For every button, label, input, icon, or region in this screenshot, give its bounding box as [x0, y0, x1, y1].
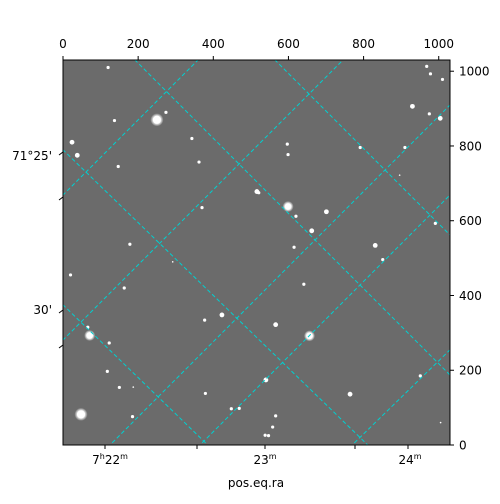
star [323, 209, 329, 215]
ra-tick-label: 24m [398, 452, 421, 467]
right-tick-label: 400 [459, 289, 482, 303]
star [107, 341, 111, 345]
star [440, 77, 445, 82]
x-axis-label: pos.eq.ra [228, 476, 284, 490]
top-tick-label: 400 [202, 37, 225, 51]
star [358, 145, 362, 150]
star [403, 145, 407, 150]
ra-tick-label: 23m [253, 452, 276, 467]
dec-tick-label: 30' [33, 303, 52, 317]
grid-line [199, 194, 450, 445]
star [130, 414, 135, 419]
star [68, 273, 73, 277]
star [171, 261, 174, 263]
grid-line [63, 60, 199, 196]
star [105, 369, 109, 373]
star [203, 391, 208, 396]
star [425, 64, 429, 68]
top-tick-label: 800 [352, 37, 375, 51]
plot-frame [62, 59, 451, 446]
grid-line [63, 60, 344, 341]
star [372, 242, 378, 248]
star [263, 377, 269, 383]
star [263, 433, 267, 437]
star [122, 286, 126, 290]
star [200, 206, 204, 210]
top-tick-label: 600 [277, 37, 300, 51]
right-tick-label: 200 [459, 364, 482, 378]
star [398, 174, 401, 176]
star [273, 322, 279, 328]
star [128, 242, 132, 246]
top-tick-label: 200 [127, 37, 150, 51]
dec-tick [58, 344, 64, 349]
star [116, 164, 120, 169]
top-tick-label: 0 [59, 37, 67, 51]
star [74, 152, 80, 158]
star [285, 142, 289, 146]
dec-tick [58, 196, 64, 201]
right-tick-label: 1000 [459, 65, 490, 79]
star [229, 407, 233, 411]
grid-line [63, 149, 369, 445]
coordinate-grid [63, 60, 450, 445]
sky-image [63, 60, 450, 445]
star [427, 112, 431, 116]
star [418, 374, 422, 378]
star [152, 115, 161, 124]
star [284, 203, 292, 210]
star [69, 139, 75, 145]
right-tick-label: 600 [459, 214, 482, 228]
grid-line [63, 304, 209, 445]
star [271, 425, 275, 429]
dec-tick [58, 309, 64, 314]
star [164, 110, 168, 114]
star [439, 421, 442, 424]
star [266, 434, 271, 438]
grid-line [109, 104, 450, 445]
star [437, 115, 443, 121]
star [86, 332, 93, 339]
star [347, 391, 353, 397]
star [219, 312, 225, 318]
star [112, 118, 117, 123]
star [381, 258, 385, 262]
star [292, 245, 296, 249]
star [433, 221, 437, 225]
star [309, 228, 315, 234]
right-tick-label: 800 [459, 139, 482, 153]
star [106, 65, 110, 70]
star [190, 136, 194, 141]
ra-tick-label: 7h22m [92, 452, 128, 467]
star [428, 72, 433, 76]
star [274, 414, 278, 418]
star [203, 318, 207, 322]
grid-line [274, 60, 450, 236]
dec-tick [58, 151, 64, 156]
star [197, 160, 201, 164]
star [237, 406, 241, 410]
star [117, 385, 121, 390]
star [294, 214, 298, 218]
star [77, 410, 86, 419]
star [410, 103, 415, 109]
grid-line [134, 60, 450, 376]
star [132, 386, 135, 388]
dec-tick-label: 71°25' [12, 149, 52, 163]
axis-ticks: 0 200 400 600 800 1000 0 200 400 600 800 1000 7h22m 2… [12, 37, 489, 467]
star [302, 282, 306, 286]
star [286, 152, 290, 157]
right-tick-label: 0 [459, 439, 467, 453]
top-tick-label: 1000 [423, 37, 454, 51]
star [257, 191, 261, 195]
